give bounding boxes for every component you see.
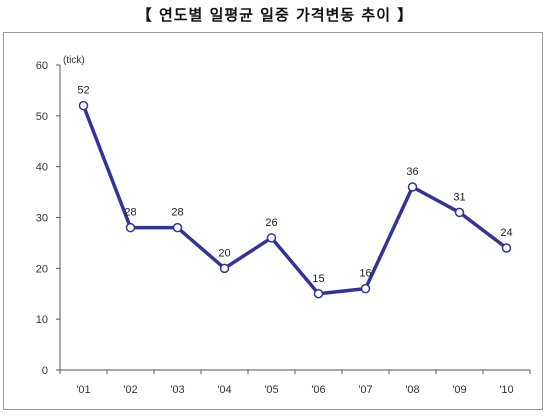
y-unit-label: (tick): [63, 55, 85, 66]
data-point: [454, 207, 465, 218]
data-label: 36: [406, 166, 418, 178]
data-label: 16: [359, 268, 371, 280]
data-point: [313, 289, 324, 299]
data-label-group: 52 28 28 20 26 15 16 36 31 24: [77, 85, 512, 285]
y-tick-label: 40: [36, 162, 48, 174]
data-point: [219, 263, 230, 274]
data-point: [360, 283, 371, 294]
point-group: [78, 100, 512, 299]
data-point: [172, 222, 183, 233]
data-label: 28: [171, 207, 183, 219]
y-tick-label: 10: [36, 314, 48, 326]
x-tick-label: '09: [452, 384, 466, 396]
x-tick-label: '01: [76, 384, 90, 396]
y-tick-label: 60: [36, 60, 48, 72]
data-label: 26: [265, 217, 277, 229]
data-point: [266, 233, 277, 243]
x-tick-label: '02: [123, 384, 137, 396]
y-tick-label: 30: [36, 213, 48, 225]
x-tick-label: '10: [499, 384, 513, 396]
data-label: 20: [218, 247, 230, 259]
x-tick-label: '07: [358, 384, 372, 396]
y-tick-label: 0: [42, 365, 48, 377]
x-tick-label: '05: [264, 384, 278, 396]
x-tick-group: '01 '02 '03 '04 '05 '06 '07 '08 '09 '10: [59, 370, 531, 396]
data-label: 15: [312, 273, 324, 285]
data-label: 28: [124, 207, 136, 219]
x-tick-label: '04: [217, 384, 231, 396]
chart-title: 【 연도별 일평균 일중 가격변동 추이 】: [136, 6, 414, 24]
data-point: [125, 222, 136, 233]
x-tick-label: '06: [311, 384, 325, 396]
x-tick-label: '08: [405, 384, 419, 396]
data-label: 31: [453, 191, 465, 203]
y-tick-label: 50: [36, 111, 48, 123]
data-point: [78, 100, 89, 111]
data-point: [501, 243, 512, 253]
y-tick-label: 20: [36, 263, 48, 275]
data-label: 24: [500, 227, 512, 239]
data-label: 52: [77, 85, 89, 97]
data-point: [407, 182, 418, 192]
x-tick-label: '03: [170, 384, 184, 396]
chart-frame: [3, 32, 543, 410]
series-line: [81, 105, 508, 296]
y-tick-group: 0 10 20 30 40 50 60: [36, 60, 60, 377]
